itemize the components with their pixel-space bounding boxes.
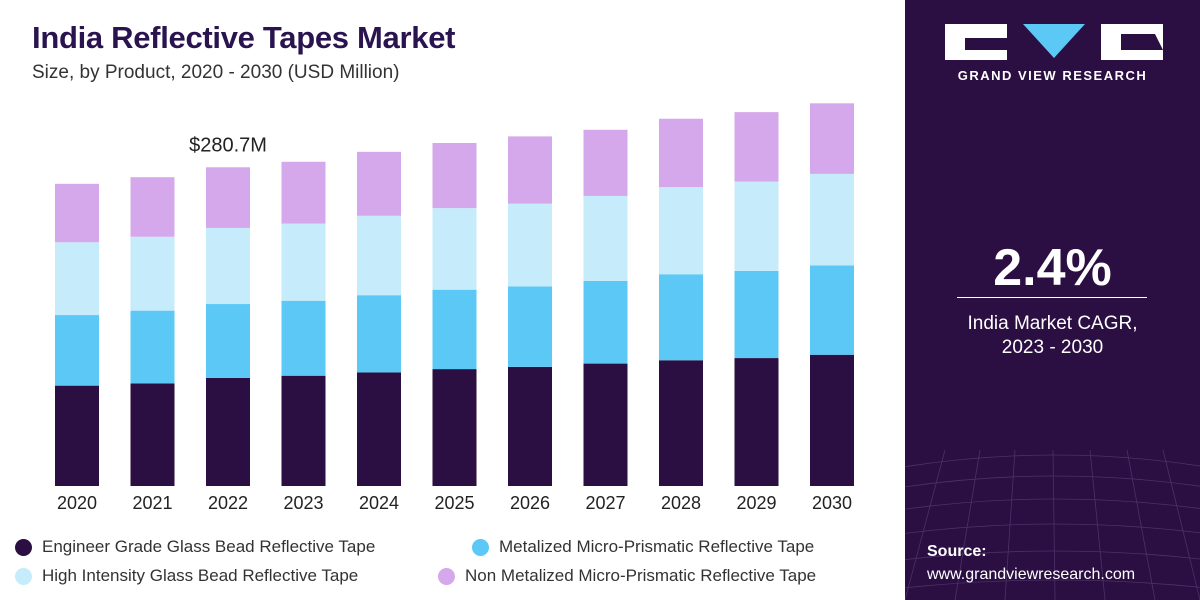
bar-segment-2029-series-2 [734,181,779,271]
bar-segment-2021-series-0 [130,383,175,486]
bar-segment-2025-series-1 [432,289,477,370]
stacked-bar-chart: 2020 2021 2022 2023 2024 2025 2026 2027 2028 2029… [55,103,854,513]
bar-segment-2021-series-2 [130,236,175,311]
bar-segment-2027-series-3 [583,129,628,196]
legend-item-engineer-grade: Engineer Grade Glass Bead Reflective Tap… [15,537,375,557]
bar-segment-2023-series-1 [281,300,326,376]
x-tick-label-2026: 2026 [510,493,550,513]
source-link[interactable]: www.grandviewresearch.com [927,566,1136,583]
bar-segment-2020-series-3 [55,183,99,243]
x-tick-label-2023: 2023 [283,493,323,513]
bar-segment-2025-series-3 [432,143,477,209]
bar-segment-2021-series-1 [130,310,175,384]
bar-segment-2030-series-1 [810,265,854,355]
legend-swatch-icon [15,538,32,556]
legend-label: High Intensity Glass Bead Reflective Tap… [42,566,359,585]
bar-segment-2024-series-3 [357,151,401,216]
x-tick-label-2020: 2020 [57,493,97,513]
bar-segment-2023-series-0 [281,375,326,486]
bar-segment-2026-series-1 [508,286,552,367]
bar-segment-2022-series-3 [206,167,250,228]
x-tick-label-2024: 2024 [359,493,399,513]
bar-segment-2030-series-3 [810,103,854,174]
x-tick-label-2021: 2021 [132,493,172,513]
legend-label: Metalized Micro-Prismatic Reflective Tap… [499,537,815,556]
bar-segment-2028-series-1 [659,274,703,361]
bar-segment-2022-series-2 [206,227,250,305]
x-tick-label-2025: 2025 [434,493,474,513]
source-label: Source: [927,543,987,560]
bar-segment-2029-series-1 [734,270,779,359]
bar-segment-2026-series-3 [508,136,552,204]
bar-segment-2023-series-2 [281,223,326,301]
x-tick-label-2027: 2027 [585,493,625,513]
bar-segment-2025-series-2 [432,208,477,290]
bar-segment-2027-series-2 [583,195,628,281]
bar-segment-2025-series-0 [432,369,477,486]
brand-name: GRAND VIEW RESEARCH [957,68,1148,83]
bar-segment-2028-series-0 [659,360,703,486]
cagr-label-line-2: 2023 - 2030 [1001,337,1104,358]
x-tick-label-2029: 2029 [736,493,776,513]
legend-swatch-icon [15,567,32,585]
chart-subtitle: Size, by Product, 2020 - 2030 (USD Milli… [32,62,400,83]
cagr-value: 2.4% [993,239,1112,297]
legend-item-high-intensity: High Intensity Glass Bead Reflective Tap… [15,566,358,586]
x-tick-label-2022: 2022 [208,493,248,513]
sidebar-panel: GRAND VIEW RESEARCH 2.4% India Market CA… [905,0,1200,600]
bar-segment-2026-series-2 [508,203,552,287]
bar-segment-2028-series-2 [659,187,703,275]
divider [957,297,1147,298]
bar-segment-2024-series-0 [357,372,401,486]
bar-segment-2024-series-1 [357,295,401,373]
bar-segment-2020-series-0 [55,385,99,486]
bar-segment-2022-series-0 [206,377,250,486]
bar-segment-2027-series-0 [583,363,628,486]
x-tick-label-2028: 2028 [661,493,701,513]
bar-segment-2023-series-3 [281,161,326,224]
bar-segment-2029-series-3 [734,112,779,182]
legend-item-non-metalized: Non Metalized Micro-Prismatic Reflective… [438,566,816,586]
bar-segment-2022-series-1 [206,304,250,378]
gvr-logo-icon [945,24,1163,60]
legend-swatch-icon [472,538,489,556]
bar-segment-2020-series-1 [55,315,99,386]
bar-segment-2030-series-0 [810,354,854,486]
cagr-label-line-1: India Market CAGR, [967,313,1138,334]
bar-segment-2028-series-3 [659,118,703,188]
x-tick-label-2030: 2030 [812,493,852,513]
background-grid-graphic [905,449,1200,600]
chart-title: India Reflective Tapes Market [32,20,456,55]
chart-panel: India Reflective Tapes Market Size, by P… [15,20,854,586]
cagr-label: India Market CAGR, 2023 - 2030 [905,312,1200,360]
bar-segment-2026-series-0 [508,366,552,486]
bar-segment-2020-series-2 [55,242,99,316]
bar-segment-2029-series-0 [734,358,779,486]
bar-segment-2027-series-1 [583,280,628,364]
bar-segment-2024-series-2 [357,215,401,296]
legend-item-metalized: Metalized Micro-Prismatic Reflective Tap… [472,537,814,557]
legend-label: Non Metalized Micro-Prismatic Reflective… [465,566,817,585]
legend-label: Engineer Grade Glass Bead Reflective Tap… [42,537,376,556]
bar-segment-2021-series-3 [130,177,175,237]
legend-swatch-icon [438,567,455,585]
data-label-annotation-0: $280.7M [189,134,267,156]
bar-segment-2030-series-2 [810,173,854,266]
